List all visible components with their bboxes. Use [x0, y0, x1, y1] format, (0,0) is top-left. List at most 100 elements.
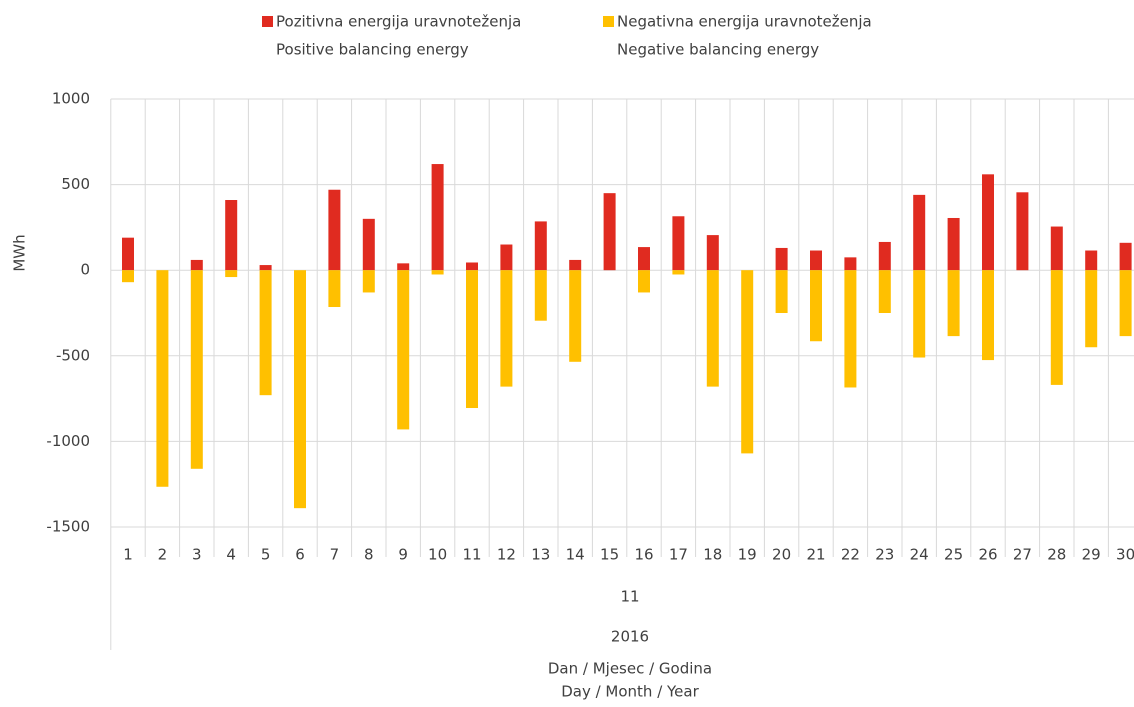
- bar: [122, 270, 134, 283]
- bar: [706, 270, 719, 387]
- bar: [534, 270, 547, 321]
- x-tick-label: 23: [875, 546, 894, 564]
- y-tick-label: 1000: [52, 90, 90, 108]
- y-tick-label: 0: [80, 261, 90, 279]
- bar: [844, 257, 857, 271]
- bar: [672, 216, 685, 271]
- bar: [1050, 270, 1063, 385]
- bar: [500, 270, 513, 387]
- legend-label: Negativna energija uravnoteženja: [617, 13, 872, 31]
- bar: [1016, 192, 1029, 271]
- x-tick-label: 7: [330, 546, 340, 564]
- x-tick-label: 14: [566, 546, 585, 564]
- bar: [741, 270, 754, 454]
- bar: [122, 237, 134, 271]
- bar: [913, 270, 926, 358]
- bar: [328, 270, 341, 308]
- bar: [638, 270, 650, 293]
- legend-label: Positive balancing energy: [276, 41, 469, 59]
- x-tick-label: 26: [978, 546, 997, 564]
- bar: [775, 270, 788, 313]
- x-tick-label: 19: [738, 546, 757, 564]
- x-tick-label: 30: [1116, 546, 1134, 564]
- bar: [1119, 270, 1132, 337]
- bar: [706, 235, 719, 271]
- bar: [225, 270, 238, 278]
- x-tick-label: 27: [1013, 546, 1032, 564]
- bar: [1050, 226, 1063, 271]
- x-tick-label: 29: [1082, 546, 1101, 564]
- x-tick-label: 8: [364, 546, 374, 564]
- month-label: 11: [620, 588, 639, 606]
- bar: [362, 218, 375, 271]
- bar: [913, 194, 926, 271]
- x-tick-label: 3: [192, 546, 202, 564]
- x-tick-label: 28: [1047, 546, 1066, 564]
- bar: [878, 241, 891, 271]
- x-axis-label: Dan / Mjesec / Godina: [548, 660, 712, 678]
- year-label: 2016: [611, 628, 649, 646]
- bar: [1085, 250, 1098, 271]
- bar: [844, 270, 857, 388]
- x-tick-label: 15: [600, 546, 619, 564]
- legend-swatch: [262, 16, 273, 27]
- bar: [1085, 270, 1098, 348]
- y-tick-label: -1000: [46, 432, 90, 450]
- x-tick-label: 13: [531, 546, 550, 564]
- y-tick-label: 500: [61, 175, 90, 193]
- x-tick-label: 12: [497, 546, 516, 564]
- bar: [947, 270, 960, 337]
- x-tick-label: 24: [910, 546, 929, 564]
- bar: [190, 270, 203, 469]
- bar: [190, 259, 203, 271]
- x-tick-label: 17: [669, 546, 688, 564]
- x-tick-label: 4: [226, 546, 236, 564]
- x-tick-label: 2: [158, 546, 168, 564]
- bar: [810, 250, 822, 271]
- x-tick-label: 9: [398, 546, 408, 564]
- legend-label: Negative balancing energy: [617, 41, 819, 59]
- bar: [534, 221, 547, 271]
- y-tick-label: -500: [56, 346, 90, 364]
- bar: [397, 270, 410, 430]
- bar: [982, 270, 994, 361]
- bar: [259, 270, 272, 396]
- y-axis-label: MWh: [11, 234, 29, 271]
- x-tick-label: 11: [462, 546, 481, 564]
- y-tick-label: -1500: [46, 518, 90, 536]
- bar: [225, 200, 238, 271]
- bar: [569, 259, 582, 271]
- x-tick-label: 20: [772, 546, 791, 564]
- bar: [294, 270, 306, 509]
- bar: [259, 265, 272, 271]
- x-tick-label: 16: [634, 546, 653, 564]
- legend-swatch: [603, 16, 614, 27]
- bar: [362, 270, 375, 293]
- bar: [775, 247, 788, 271]
- legend-label: Pozitivna energija uravnoteženja: [276, 13, 521, 31]
- bar: [431, 270, 444, 275]
- bar: [466, 270, 478, 409]
- x-tick-label: 5: [261, 546, 271, 564]
- x-axis-label: Day / Month / Year: [561, 683, 699, 701]
- bar: [947, 217, 960, 271]
- x-tick-label: 1: [123, 546, 133, 564]
- bar: [431, 164, 444, 271]
- bar: [397, 263, 410, 271]
- bar: [810, 270, 822, 342]
- x-tick-label: 18: [703, 546, 722, 564]
- bar: [328, 189, 341, 271]
- x-tick-label: 6: [295, 546, 305, 564]
- bar: [638, 247, 650, 271]
- x-tick-label: 22: [841, 546, 860, 564]
- x-tick-label: 21: [806, 546, 825, 564]
- bar: [672, 270, 685, 275]
- bar: [466, 262, 478, 271]
- x-tick-label: 10: [428, 546, 447, 564]
- bar: [1119, 242, 1132, 271]
- bar: [569, 270, 582, 362]
- bar: [603, 193, 616, 271]
- bar: [500, 244, 513, 271]
- bar: [878, 270, 891, 313]
